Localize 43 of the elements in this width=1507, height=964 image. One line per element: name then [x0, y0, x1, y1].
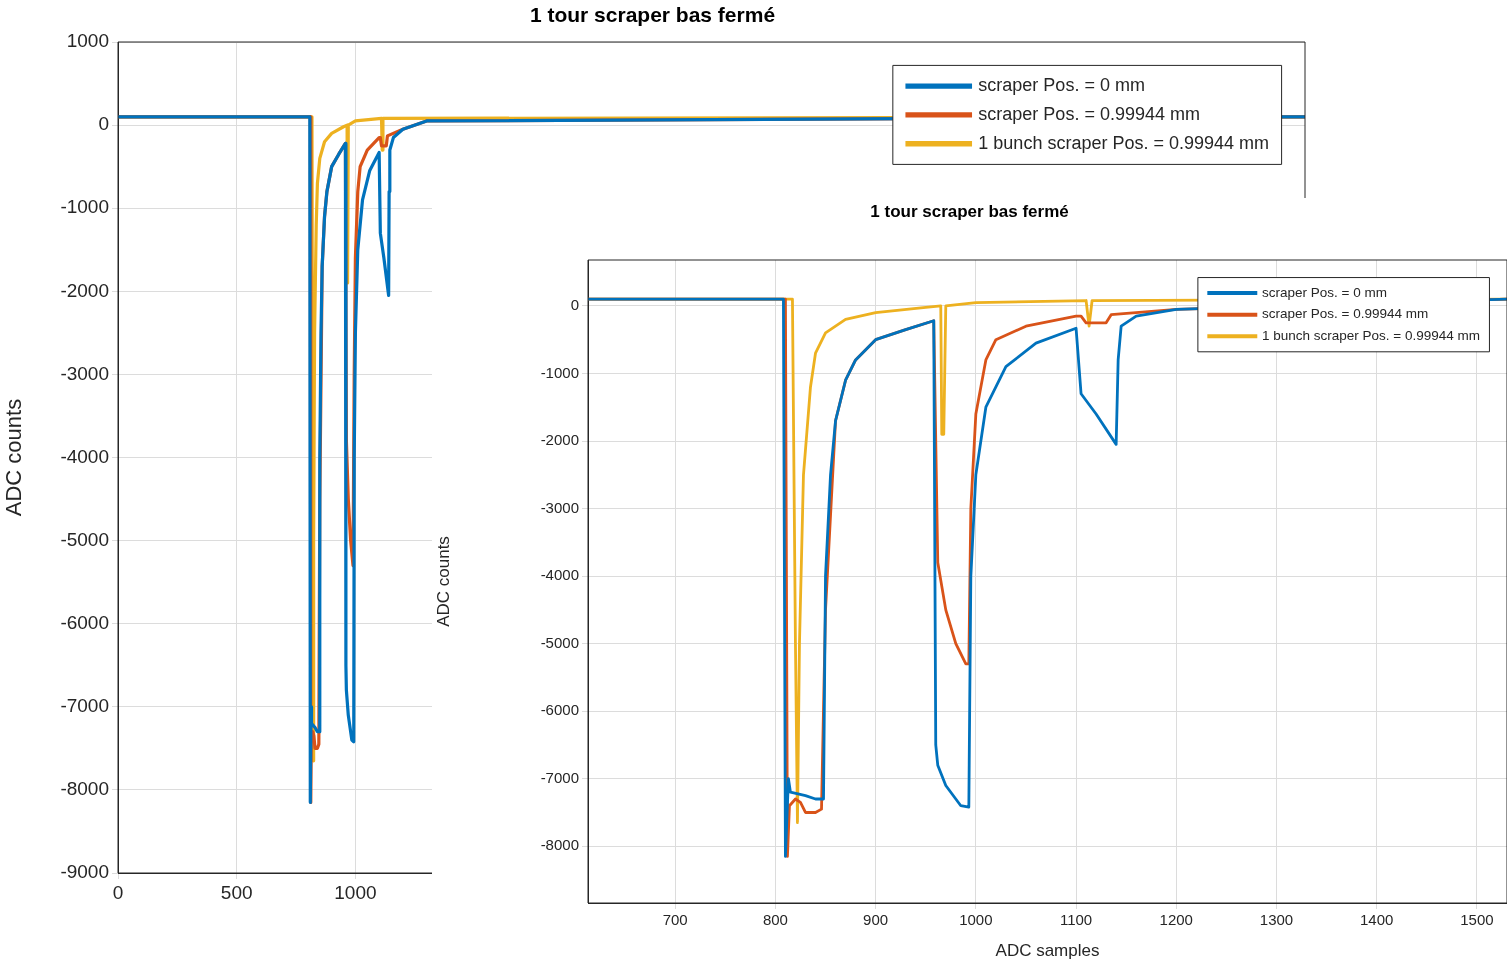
x-tick-label: 1000	[959, 911, 993, 929]
y-tick-label: -8000	[60, 778, 109, 800]
x-axis-title: ADC samples	[995, 941, 1100, 961]
x-tick-label: 900	[863, 911, 889, 929]
y-tick-label: -8000	[540, 836, 579, 854]
y-tick-label: -2000	[540, 431, 579, 449]
y-tick-label: -5000	[540, 633, 579, 651]
y-tick-label: -2000	[60, 279, 109, 301]
x-tick-label: 1300	[1259, 911, 1294, 929]
y-tick-label: -5000	[60, 528, 109, 550]
x-tick-label: 0	[112, 881, 124, 903]
y-tick-label: -6000	[540, 701, 579, 719]
y-tick-label: -7000	[540, 768, 579, 786]
y-tick-label: -4000	[540, 566, 579, 584]
y-tick-label: -3000	[540, 498, 579, 516]
y-axis-title: ADC counts	[1, 398, 27, 517]
legend-label: scraper Pos. = 0.99944 mm	[978, 103, 1200, 124]
x-tick-label: 1400	[1360, 911, 1394, 929]
y-tick-label: 0	[98, 113, 109, 135]
legend-label: scraper Pos. = 0.99944 mm	[1262, 306, 1429, 322]
x-tick-label: 700	[662, 911, 688, 929]
legend-label: 1 bunch scraper Pos. = 0.99944 mm	[978, 132, 1270, 153]
legend-label: 1 bunch scraper Pos. = 0.99944 mm	[1262, 327, 1480, 343]
y-axis-title: ADC counts	[433, 536, 453, 627]
legend-label: scraper Pos. = 0 mm	[978, 75, 1145, 96]
x-tick-label: 1000	[334, 881, 377, 903]
y-tick-label: 1000	[66, 30, 109, 52]
y-tick-label: -7000	[60, 695, 109, 717]
x-tick-label: 1200	[1159, 911, 1193, 929]
y-tick-label: -6000	[60, 611, 109, 633]
y-tick-label: 0	[570, 296, 579, 314]
x-tick-label: 500	[220, 881, 253, 903]
y-tick-label: -1000	[60, 196, 109, 218]
x-tick-label: 1500	[1460, 911, 1494, 929]
y-tick-label: -4000	[60, 445, 109, 467]
chart-title: 1 tour scraper bas fermé	[529, 3, 776, 27]
y-tick-label: -3000	[60, 362, 109, 384]
y-tick-label: -9000	[60, 861, 109, 883]
chart-title: 1 tour scraper bas fermé	[870, 201, 1069, 221]
x-tick-label: 800	[762, 911, 788, 929]
y-tick-label: -1000	[540, 363, 579, 381]
x-tick-label: 1100	[1059, 911, 1093, 929]
legend-label: scraper Pos. = 0 mm	[1262, 284, 1387, 300]
